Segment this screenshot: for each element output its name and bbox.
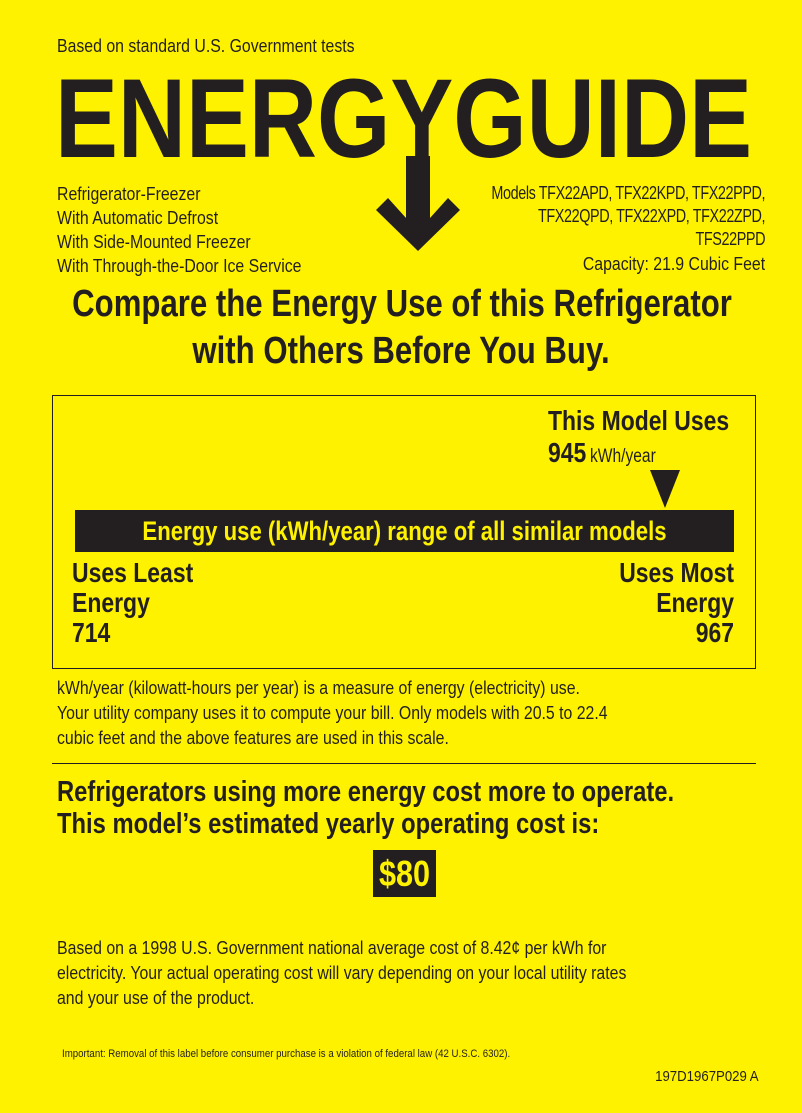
explanation-line: cubic feet and the above features are us… xyxy=(57,728,449,748)
divider xyxy=(52,763,756,764)
least-label: Energy xyxy=(72,587,150,618)
range-bar: Energy use (kWh/year) range of all simil… xyxy=(75,510,734,552)
headline: Compare the Energy Use of this Refrigera… xyxy=(72,281,732,375)
feature: With Side-Mounted Freezer xyxy=(57,232,251,252)
this-model-unit: kWh/year xyxy=(589,446,656,467)
cost-value: $80 xyxy=(378,853,431,894)
headline-line: with Others Before You Buy. xyxy=(192,330,610,372)
most-label: Energy xyxy=(656,587,734,618)
capacity: Capacity: 21.9 Cubic Feet xyxy=(582,254,765,274)
models-list: Models TFX22APD, TFX22KPD, TFX22PPD, TFX… xyxy=(491,182,765,251)
least-label: Uses Least xyxy=(72,557,194,588)
most-value: 967 xyxy=(695,617,734,648)
explanation-line: kWh/year (kilowatt-hours per year) is a … xyxy=(57,678,580,698)
feature: With Through-the-Door Ice Service xyxy=(57,256,302,276)
features-list: Refrigerator-Freezer With Automatic Defr… xyxy=(57,182,301,278)
this-model-label: This Model Uses xyxy=(548,405,730,436)
tests-note: Based on standard U.S. Government tests xyxy=(57,36,355,56)
cost-note: Based on a 1998 U.S. Government national… xyxy=(57,936,626,1011)
this-model-value: 945 xyxy=(548,437,587,468)
this-model-usage: 945 kWh/year xyxy=(548,437,656,474)
label-code: 197D1967P029 A xyxy=(655,1068,759,1085)
cost-heading: Refrigerators using more energy cost mor… xyxy=(57,776,674,840)
models-line: Models TFX22APD, TFX22KPD, TFX22PPD, xyxy=(491,183,765,203)
model-position-marker-icon xyxy=(650,470,681,508)
uses-least: Uses Least Energy 714 xyxy=(72,558,193,648)
legal-notice: Important: Removal of this label before … xyxy=(62,1048,511,1060)
headline-line: Compare the Energy Use of this Refrigera… xyxy=(72,283,732,325)
feature: Refrigerator-Freezer xyxy=(57,184,201,204)
energyguide-logo: ENERGYGUIDE xyxy=(55,56,752,251)
least-value: 714 xyxy=(72,617,111,648)
models-line: TFS22PPD xyxy=(695,229,765,249)
logo-text: ENERGYGUIDE xyxy=(55,56,752,181)
arrow-down-icon xyxy=(376,156,460,251)
feature: With Automatic Defrost xyxy=(57,208,219,228)
most-label: Uses Most xyxy=(619,557,734,588)
explanation-line: Your utility company uses it to compute … xyxy=(57,703,608,723)
explanation: kWh/year (kilowatt-hours per year) is a … xyxy=(57,676,608,751)
cost-heading-line: Refrigerators using more energy cost mor… xyxy=(57,776,675,808)
cost-heading-line: This model’s estimated yearly operating … xyxy=(57,808,600,840)
models-line: TFX22QPD, TFX22XPD, TFX22ZPD, xyxy=(537,206,766,226)
range-label: Energy use (kWh/year) range of all simil… xyxy=(142,516,667,546)
cost-note-line: electricity. Your actual operating cost … xyxy=(57,963,627,983)
uses-most: Uses Most Energy 967 xyxy=(619,558,734,648)
cost-note-line: and your use of the product. xyxy=(57,988,255,1008)
cost-value-box: $80 xyxy=(373,850,436,897)
cost-note-line: Based on a 1998 U.S. Government national… xyxy=(57,938,607,958)
energy-use-box xyxy=(52,395,756,669)
